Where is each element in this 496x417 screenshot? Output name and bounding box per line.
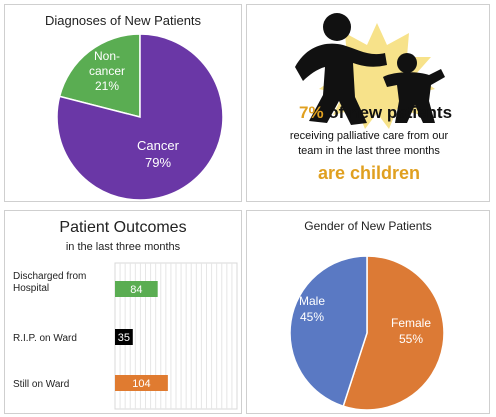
gender-slice-male [289, 255, 368, 408]
gender-chart-panel: Gender of New Patients Male 45% Female 5… [246, 210, 490, 414]
outcome-label-discharged: Discharged from Hospital [13, 271, 86, 295]
outcomes-bar-svg: 84 35 104 [114, 262, 238, 410]
adult-and-child-figures-icon [295, 13, 445, 129]
infographic-emphasis: are children [317, 163, 421, 183]
infographic-line2: receiving palliative care from our [289, 130, 449, 142]
diagnoses-slice-cancer [56, 33, 224, 201]
headline-rest: of new patients [323, 103, 453, 122]
outcome-label-discharged-line2: Hospital [13, 283, 50, 294]
outcome-label-discharged-line1: Discharged from [13, 271, 87, 282]
adult-body [295, 43, 387, 125]
children-infographic-panel: 7% of new patients receiving palliative … [246, 4, 490, 202]
outcome-bar-2 [115, 375, 168, 391]
noncancer-label-line2: cancer [88, 64, 126, 78]
infographic-headline: 7% of new patients [299, 103, 452, 123]
gender-chart-title: Gender of New Patients [304, 219, 432, 233]
gender-pie-svg [289, 255, 445, 411]
outcomes-chart-panel: Patient Outcomes in the last three month… [4, 210, 242, 414]
female-label-text: Female [390, 316, 431, 330]
cancer-percent: 79% [144, 155, 172, 170]
outcomes-chart-subtitle: in the last three months [65, 241, 181, 253]
outcome-label-rip: R.I.P. on Ward [13, 333, 77, 344]
male-percent: 45% [299, 310, 325, 324]
diagnoses-chart-panel: Diagnoses of New Patients Non- cancer 21… [4, 4, 242, 202]
headline-percent: 7% [299, 103, 324, 122]
cancer-label-text: Cancer [137, 138, 179, 153]
infographic-body: receiving palliative care from our team … [247, 129, 491, 159]
outcome-bar-0 [115, 281, 158, 297]
female-label: Female 55% [381, 315, 441, 347]
child-head [397, 53, 417, 73]
male-label-text: Male [298, 294, 325, 308]
child-body [383, 69, 445, 123]
adult-head [323, 13, 351, 41]
noncancer-percent: 21% [94, 79, 120, 93]
male-label: Male 45% [289, 293, 335, 325]
diagnoses-pie-svg [56, 33, 224, 201]
infographic-line3: team in the last three months [298, 145, 440, 157]
outcomes-chart-title: Patient Outcomes [59, 219, 187, 236]
diagnoses-chart-title: Diagnoses of New Patients [44, 13, 202, 28]
outcome-bar-value-0: 84 [130, 284, 142, 296]
outcome-bar-value-2: 104 [132, 378, 150, 390]
female-percent: 55% [398, 332, 424, 346]
diagnoses-slice-non-cancer [58, 33, 141, 118]
noncancer-label-line1: Non- [93, 49, 120, 63]
outcome-bar-1 [115, 329, 133, 345]
noncancer-label: Non- cancer 21% [77, 49, 137, 94]
outcome-bar-value-1: 35 [118, 332, 130, 344]
outcome-label-still: Still on Ward [13, 379, 70, 390]
gender-slice-female [342, 255, 445, 411]
cancer-label: Cancer 79% [123, 137, 193, 171]
